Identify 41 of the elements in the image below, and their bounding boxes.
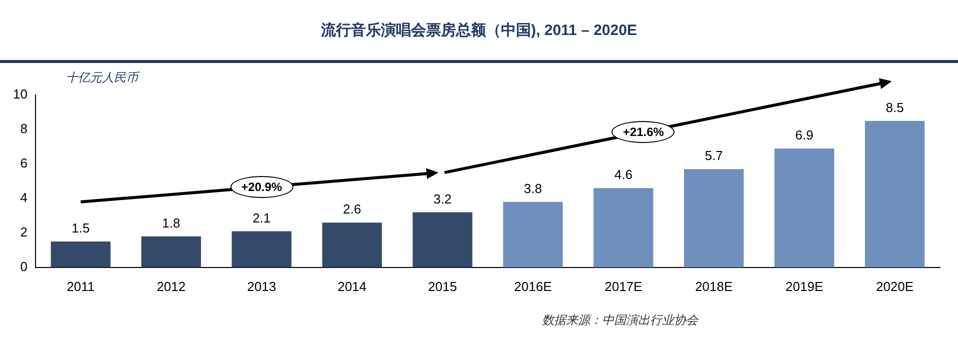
x-tick-label: 2018E bbox=[695, 278, 733, 294]
x-tick-label: 2013 bbox=[247, 278, 276, 294]
x-tick-label: 2015 bbox=[428, 278, 457, 294]
bar bbox=[684, 169, 744, 268]
data-label: 3.2 bbox=[433, 191, 452, 206]
x-tick-label: 2011 bbox=[66, 278, 95, 294]
data-label: 2.1 bbox=[252, 210, 271, 226]
annotation: +21.6% bbox=[612, 120, 675, 143]
x-tick-label: 2020E bbox=[876, 278, 914, 294]
data-label: 8.5 bbox=[886, 100, 904, 115]
data-label: 2.6 bbox=[343, 202, 362, 217]
data-label: 1.8 bbox=[162, 215, 180, 230]
data-label: 6.9 bbox=[795, 128, 814, 143]
data-label: 1.5 bbox=[72, 220, 90, 236]
y-tick-label: 4 bbox=[20, 190, 28, 206]
x-tick-label: 2017E bbox=[604, 278, 643, 294]
bar bbox=[50, 242, 111, 268]
bar bbox=[503, 202, 563, 268]
data-label: 5.7 bbox=[704, 148, 723, 164]
bar bbox=[232, 231, 292, 268]
bar bbox=[322, 222, 382, 268]
y-tick-label: 0 bbox=[20, 258, 28, 274]
x-tick-label: 2019E bbox=[786, 278, 824, 294]
x-tick-label: 2014 bbox=[338, 278, 367, 294]
x-tick-label: 2012 bbox=[156, 278, 186, 294]
bar bbox=[774, 148, 834, 268]
y-tick-label: 2 bbox=[20, 224, 28, 240]
data-label: 4.6 bbox=[614, 167, 632, 182]
y-tick-label: 8 bbox=[20, 121, 28, 136]
y-tick-label: 6 bbox=[20, 156, 28, 171]
x-tick-label: 2016E bbox=[514, 278, 552, 294]
y-axis-title: 十亿元人民币 bbox=[66, 70, 140, 84]
bar bbox=[412, 212, 472, 268]
annotation: +20.9% bbox=[230, 176, 294, 198]
data-label: 3.8 bbox=[524, 180, 542, 196]
y-tick-label: 10 bbox=[12, 86, 28, 102]
source-note: 数据来源：中国演出行业协会 bbox=[542, 312, 698, 329]
bar bbox=[594, 188, 654, 268]
bar bbox=[864, 120, 925, 268]
chart-title: 流行音乐演唱会票房总额（中国), 2011 – 2020E bbox=[0, 0, 958, 63]
bar bbox=[141, 236, 201, 268]
